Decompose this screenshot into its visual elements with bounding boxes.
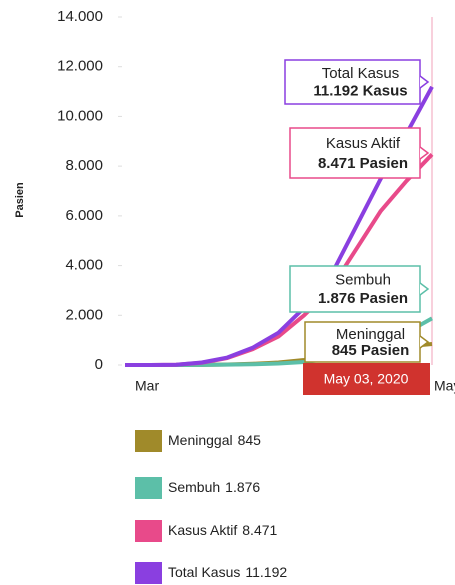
- legend-value: 1.876: [225, 479, 260, 495]
- tooltip-value: 8.471 Pasien: [318, 155, 408, 172]
- y-tick-label: 0: [95, 356, 103, 373]
- tooltip-title: Meninggal: [336, 326, 405, 343]
- y-tick-label: 4.000: [65, 257, 103, 274]
- legend-name: Kasus Aktif: [168, 522, 237, 538]
- legend-name: Total Kasus: [168, 564, 240, 580]
- legend-label: Meninggal 845: [168, 432, 261, 448]
- legend-swatch: [135, 477, 162, 499]
- legend-swatch: [135, 520, 162, 542]
- tooltip-title: Total Kasus: [322, 65, 400, 82]
- y-tick-label: 12.000: [57, 58, 103, 75]
- x-tick-label: Mar: [135, 378, 159, 394]
- tooltip-title: Sembuh: [335, 272, 391, 289]
- tooltip-box: [289, 127, 421, 179]
- legend-label: Sembuh 1.876: [168, 479, 260, 495]
- y-axis-label: Pasien: [14, 182, 26, 218]
- tooltip-value: 1.876 Pasien: [318, 290, 408, 307]
- tooltip-value: 845 Pasien: [332, 342, 410, 359]
- legend-swatch: [135, 430, 162, 452]
- legend-swatch: [135, 562, 162, 584]
- legend-name: Sembuh: [168, 479, 220, 495]
- y-tick-label: 8.000: [65, 157, 103, 174]
- y-tick-label: 14.000: [57, 8, 103, 25]
- y-tick-label: 10.000: [57, 107, 103, 124]
- tooltip-box: [304, 321, 421, 363]
- tooltip-box: [284, 59, 421, 105]
- tooltip-value: 11.192 Kasus: [313, 83, 407, 100]
- legend-value: 845: [238, 432, 262, 448]
- tooltip-pointer: [419, 282, 430, 296]
- date-badge: [303, 363, 430, 395]
- tooltip-title: Kasus Aktif: [326, 135, 401, 152]
- y-tick-label: 2.000: [65, 306, 103, 323]
- y-tick-label: 6.000: [65, 207, 103, 224]
- legend-label: Total Kasus 11.192: [168, 564, 287, 580]
- legend-value: 11.192: [245, 564, 287, 580]
- tooltip-pointer: [419, 75, 430, 89]
- legend-value: 8.471: [242, 522, 277, 538]
- tooltip-pointer: [419, 335, 430, 349]
- tooltip-date: May 03, 2020: [324, 371, 409, 387]
- legend-label: Kasus Aktif 8.471: [168, 522, 278, 538]
- tooltip-pointer: [419, 146, 430, 160]
- legend-name: Meninggal: [168, 432, 233, 448]
- x-tick-label: May: [434, 378, 455, 394]
